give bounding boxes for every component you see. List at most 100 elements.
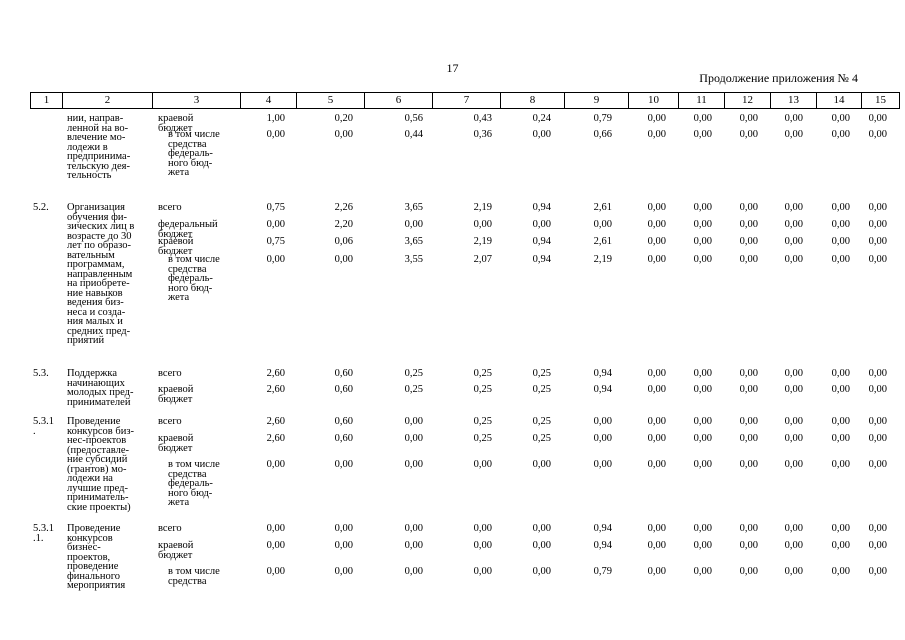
funding-source-label: в том числе средства федераль- ного бюд-… bbox=[168, 254, 220, 303]
section-name: Проведение конкурсов бизнес- проектов, п… bbox=[67, 523, 126, 591]
value-cell-col-9: 0,79 bbox=[593, 113, 612, 124]
value-cell-col-8: 0,94 bbox=[532, 202, 551, 213]
value-cell-col-8: 0,00 bbox=[532, 523, 551, 534]
value-cell-col-12: 0,00 bbox=[739, 459, 758, 470]
value-cell-col-5: 0,60 bbox=[334, 384, 353, 395]
column-header-3: 3 bbox=[152, 92, 241, 109]
section-name: Поддержка начинающих молодых пред- прини… bbox=[67, 368, 134, 408]
value-cell-col-13: 0,00 bbox=[784, 566, 803, 577]
column-header-2: 2 bbox=[62, 92, 153, 109]
value-cell-col-10: 0,00 bbox=[647, 202, 666, 213]
value-cell-col-7: 0,36 bbox=[473, 129, 492, 140]
value-cell-col-5: 0,00 bbox=[334, 254, 353, 265]
section-number: 5.3.1 .1. bbox=[33, 523, 54, 544]
value-cell-col-9: 0,94 bbox=[593, 523, 612, 534]
value-cell-col-15: 0,00 bbox=[868, 566, 887, 577]
value-cell-col-14: 0,00 bbox=[831, 254, 850, 265]
section-number: 5.3.1 . bbox=[33, 416, 54, 437]
value-cell-col-5: 2,20 bbox=[334, 219, 353, 230]
value-cell-col-12: 0,00 bbox=[739, 254, 758, 265]
column-header-10: 10 bbox=[628, 92, 679, 109]
value-cell-col-13: 0,00 bbox=[784, 202, 803, 213]
value-cell-col-7: 2,07 bbox=[473, 254, 492, 265]
value-cell-col-6: 3,65 bbox=[404, 202, 423, 213]
value-cell-col-10: 0,00 bbox=[647, 254, 666, 265]
column-header-11: 11 bbox=[678, 92, 725, 109]
section-name: Проведение конкурсов биз- нес-проектов (… bbox=[67, 416, 134, 513]
value-cell-col-4: 0,00 bbox=[266, 566, 285, 577]
value-cell-col-6: 0,44 bbox=[404, 129, 423, 140]
value-cell-col-6: 0,00 bbox=[404, 219, 423, 230]
value-cell-col-14: 0,00 bbox=[831, 566, 850, 577]
value-cell-col-6: 0,00 bbox=[404, 566, 423, 577]
value-cell-col-15: 0,00 bbox=[868, 540, 887, 551]
value-cell-col-4: 0,75 bbox=[266, 202, 285, 213]
value-cell-col-11: 0,00 bbox=[693, 236, 712, 247]
value-cell-col-4: 0,75 bbox=[266, 236, 285, 247]
column-header-12: 12 bbox=[724, 92, 771, 109]
value-cell-col-13: 0,00 bbox=[784, 459, 803, 470]
value-cell-col-11: 0,00 bbox=[693, 254, 712, 265]
value-cell-col-8: 0,94 bbox=[532, 236, 551, 247]
value-cell-col-10: 0,00 bbox=[647, 523, 666, 534]
value-cell-col-7: 0,25 bbox=[473, 416, 492, 427]
section-name: нии, направ- ленной на во- влечение мо- … bbox=[67, 113, 131, 181]
value-cell-col-11: 0,00 bbox=[693, 129, 712, 140]
value-cell-col-5: 0,06 bbox=[334, 236, 353, 247]
value-cell-col-5: 0,00 bbox=[334, 129, 353, 140]
value-cell-col-4: 0,00 bbox=[266, 129, 285, 140]
value-cell-col-6: 0,00 bbox=[404, 416, 423, 427]
value-cell-col-6: 0,25 bbox=[404, 384, 423, 395]
column-header-8: 8 bbox=[500, 92, 565, 109]
value-cell-col-7: 0,25 bbox=[473, 433, 492, 444]
value-cell-col-14: 0,00 bbox=[831, 368, 850, 379]
value-cell-col-15: 0,00 bbox=[868, 129, 887, 140]
value-cell-col-5: 2,26 bbox=[334, 202, 353, 213]
value-cell-col-13: 0,00 bbox=[784, 523, 803, 534]
value-cell-col-15: 0,00 bbox=[868, 384, 887, 395]
value-cell-col-6: 0,00 bbox=[404, 459, 423, 470]
value-cell-col-15: 0,00 bbox=[868, 523, 887, 534]
value-cell-col-9: 0,00 bbox=[593, 433, 612, 444]
value-cell-col-4: 0,00 bbox=[266, 254, 285, 265]
value-cell-col-8: 0,00 bbox=[532, 459, 551, 470]
value-cell-col-8: 0,94 bbox=[532, 254, 551, 265]
value-cell-col-5: 0,00 bbox=[334, 523, 353, 534]
value-cell-col-4: 0,00 bbox=[266, 459, 285, 470]
value-cell-col-10: 0,00 bbox=[647, 416, 666, 427]
value-cell-col-7: 0,00 bbox=[473, 219, 492, 230]
value-cell-col-11: 0,00 bbox=[693, 433, 712, 444]
value-cell-col-11: 0,00 bbox=[693, 416, 712, 427]
value-cell-col-11: 0,00 bbox=[693, 459, 712, 470]
value-cell-col-9: 0,00 bbox=[593, 459, 612, 470]
value-cell-col-9: 2,61 bbox=[593, 236, 612, 247]
value-cell-col-4: 0,00 bbox=[266, 523, 285, 534]
value-cell-col-4: 2,60 bbox=[266, 416, 285, 427]
value-cell-col-11: 0,00 bbox=[693, 219, 712, 230]
value-cell-col-8: 0,00 bbox=[532, 129, 551, 140]
value-cell-col-14: 0,00 bbox=[831, 384, 850, 395]
value-cell-col-8: 0,00 bbox=[532, 540, 551, 551]
value-cell-col-5: 0,00 bbox=[334, 540, 353, 551]
continuation-caption: Продолжение приложения № 4 bbox=[699, 71, 858, 85]
value-cell-col-14: 0,00 bbox=[831, 540, 850, 551]
value-cell-col-9: 2,61 bbox=[593, 202, 612, 213]
value-cell-col-8: 0,00 bbox=[532, 566, 551, 577]
value-cell-col-14: 0,00 bbox=[831, 433, 850, 444]
funding-source-label: всего bbox=[158, 523, 182, 534]
column-header-1: 1 bbox=[30, 92, 63, 109]
column-header-14: 14 bbox=[816, 92, 862, 109]
value-cell-col-13: 0,00 bbox=[784, 416, 803, 427]
value-cell-col-9: 0,00 bbox=[593, 416, 612, 427]
value-cell-col-6: 0,56 bbox=[404, 113, 423, 124]
value-cell-col-12: 0,00 bbox=[739, 416, 758, 427]
value-cell-col-15: 0,00 bbox=[868, 202, 887, 213]
value-cell-col-7: 0,00 bbox=[473, 523, 492, 534]
value-cell-col-4: 0,00 bbox=[266, 219, 285, 230]
value-cell-col-4: 1,00 bbox=[266, 113, 285, 124]
value-cell-col-10: 0,00 bbox=[647, 459, 666, 470]
value-cell-col-6: 0,00 bbox=[404, 433, 423, 444]
value-cell-col-10: 0,00 bbox=[647, 433, 666, 444]
value-cell-col-14: 0,00 bbox=[831, 219, 850, 230]
value-cell-col-10: 0,00 bbox=[647, 566, 666, 577]
